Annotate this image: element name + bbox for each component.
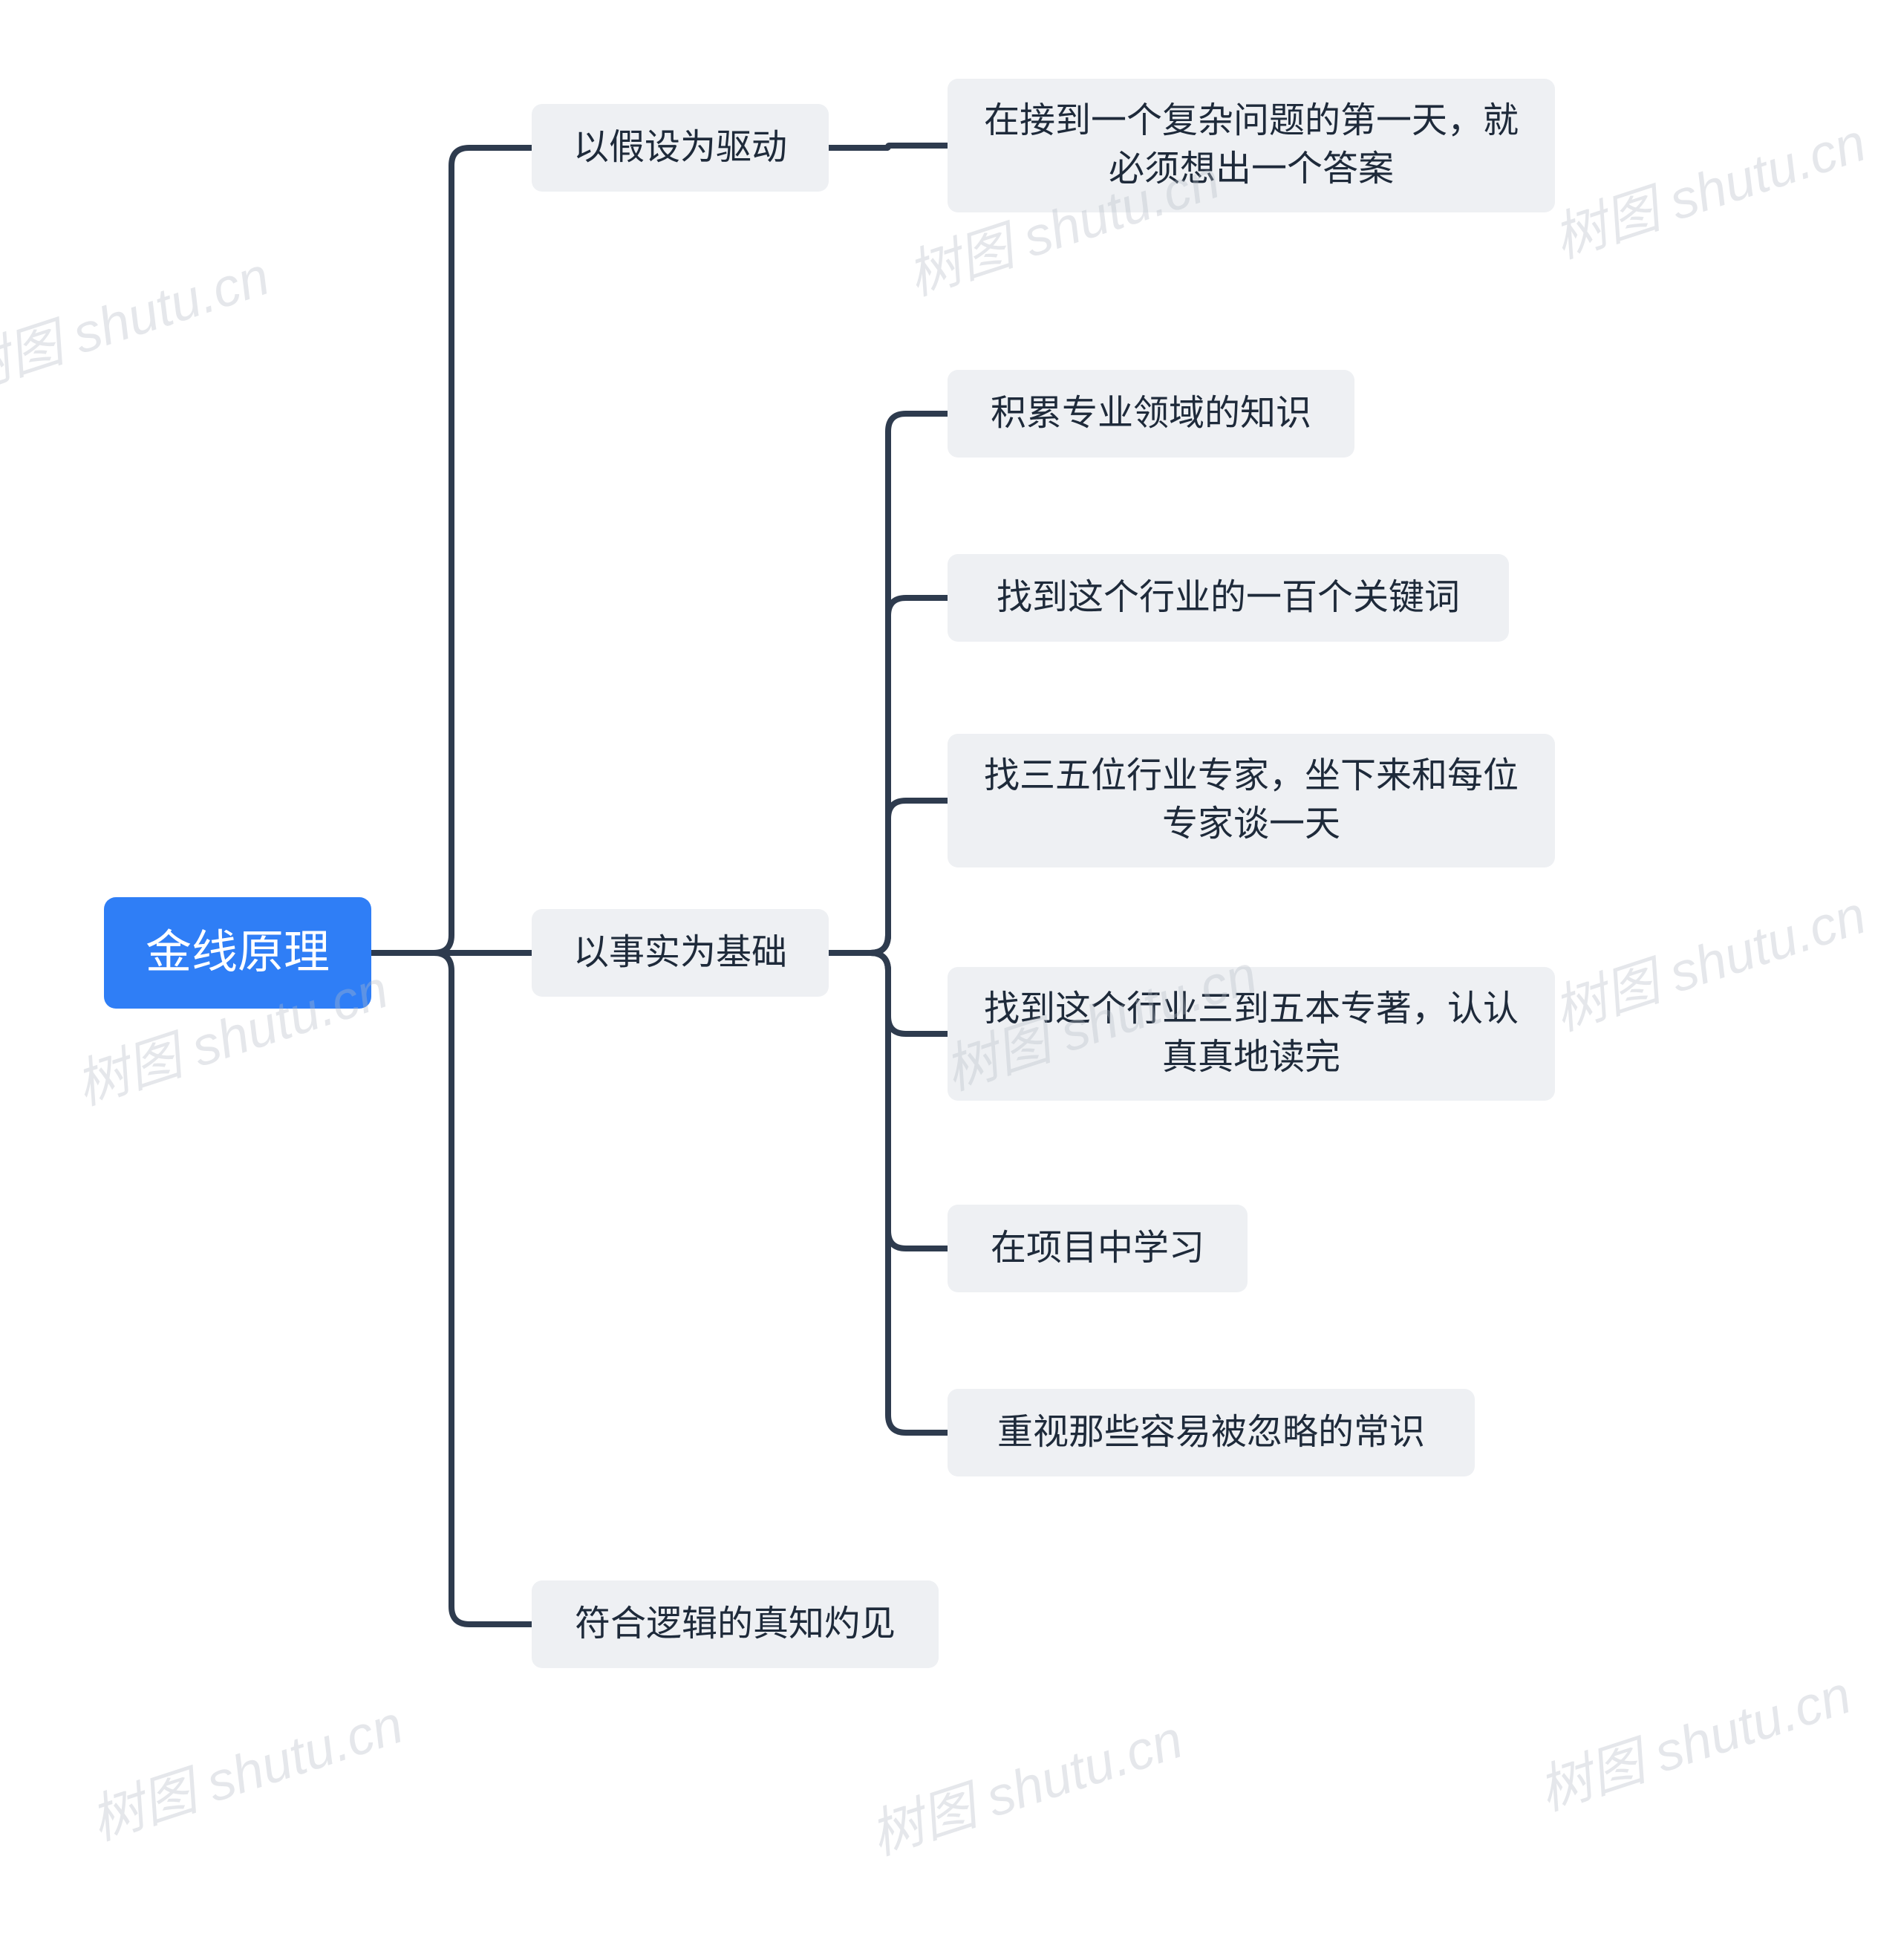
edge-b2-l6 (829, 953, 948, 1248)
node-root: 金线原理 (104, 897, 371, 1009)
node-l5: 找到这个行业三到五本专著，认认 真真地读完 (948, 967, 1555, 1101)
edge-b2-l5 (829, 953, 948, 1034)
node-l7: 重视那些容易被忽略的常识 (948, 1389, 1475, 1476)
mindmap-canvas: 金线原理 以假设为驱动以事实为基础符合逻辑的真知灼见 在接到一个复杂问题的第一天，就… (0, 0, 1901, 1960)
edge-root-b3 (371, 953, 532, 1624)
node-b3: 符合逻辑的真知灼见 (532, 1580, 939, 1668)
edge-b1-l1 (829, 146, 948, 148)
node-l6: 在项目中学习 (948, 1205, 1248, 1292)
node-l2: 积累专业领域的知识 (948, 370, 1354, 458)
edge-root-b1 (371, 148, 532, 953)
edge-b2-l7 (829, 953, 948, 1433)
node-b1: 以假设为驱动 (532, 104, 829, 192)
edge-b2-l3 (829, 598, 948, 953)
watermark: 树图 shutu.cn (1542, 871, 1874, 1046)
node-b2: 以事实为基础 (532, 909, 829, 997)
watermark: 树图 shutu.cn (1527, 1651, 1859, 1826)
node-l4: 找三五位行业专家，坐下来和每位 专家谈一天 (948, 734, 1555, 867)
edge-b2-l2 (829, 414, 948, 953)
edge-b2-l4 (829, 801, 948, 953)
node-l1: 在接到一个复杂问题的第一天，就 必须想出一个答案 (948, 79, 1555, 212)
watermark: 树图 shutu.cn (79, 1681, 411, 1855)
watermark: 树图 shutu.cn (1542, 99, 1874, 273)
node-l3: 找到这个行业的一百个关键词 (948, 554, 1509, 642)
watermark: 树图 shutu.cn (858, 1696, 1190, 1870)
watermark: 树图 shutu.cn (0, 232, 278, 407)
